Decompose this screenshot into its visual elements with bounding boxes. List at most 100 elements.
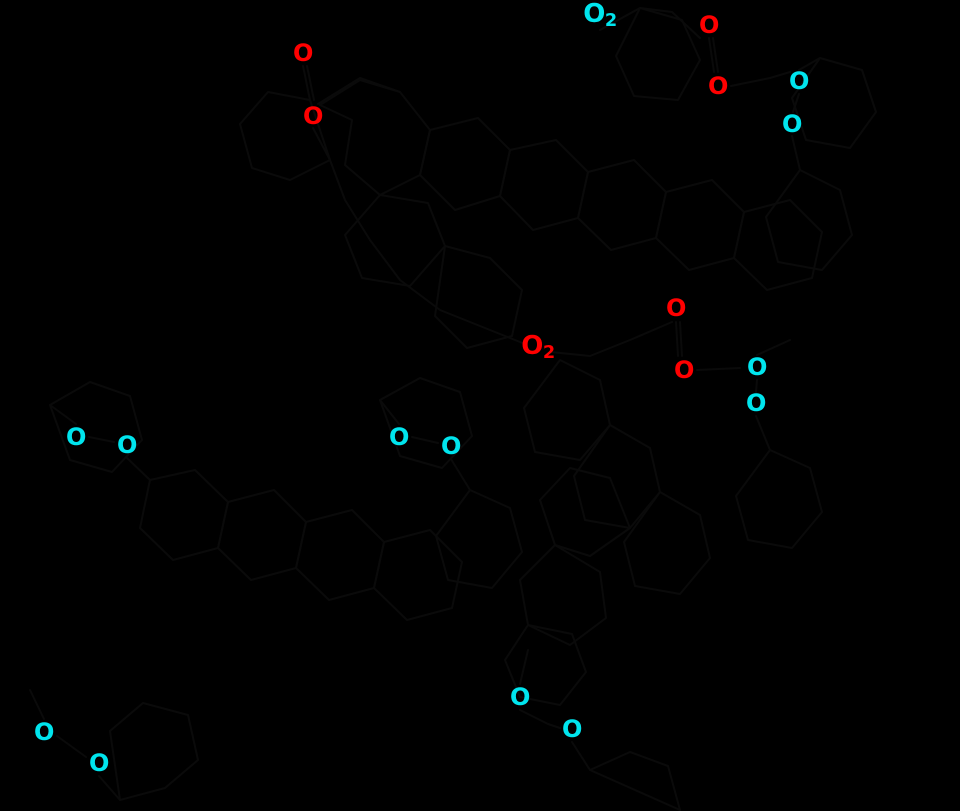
atom-symbol: O (699, 11, 719, 39)
bond-line (769, 71, 791, 79)
atom-symbol: O (747, 353, 767, 381)
ring-path (344, 194, 446, 287)
atom-symbol: O (789, 67, 809, 95)
ring-path (419, 117, 511, 211)
atom-label-oxygen: O (699, 13, 719, 37)
ring-path (523, 359, 611, 461)
ring-path (655, 179, 745, 271)
atom-symbol: O (708, 72, 728, 100)
atom-label-oxygen: O (782, 112, 802, 136)
bond-line (675, 321, 679, 357)
bond-line (571, 741, 591, 771)
bond-line (755, 415, 771, 451)
bond-line (671, 11, 701, 39)
atom-subscript: 2 (542, 343, 555, 364)
atom-symbol: O (303, 102, 323, 130)
bond-line (302, 65, 311, 101)
atom-symbol: O (389, 423, 409, 451)
bond-line (29, 689, 45, 720)
bond-line (359, 77, 401, 93)
bond-line (126, 457, 151, 481)
bond-line (696, 367, 741, 371)
ring-path (733, 199, 823, 291)
bond-group (29, 7, 821, 801)
atom-label-oxygen: O (708, 74, 728, 98)
ring-path (765, 169, 853, 271)
bond-line (679, 321, 683, 357)
atom-label-oxygen: O (89, 751, 109, 775)
bond-line (88, 436, 115, 443)
bond-line (519, 649, 529, 685)
bond-line (639, 7, 673, 13)
ring-path (735, 449, 823, 549)
atom-symbol: O (583, 0, 605, 30)
ring-path (435, 489, 523, 589)
atom-label-oxygen: O (389, 425, 409, 449)
bond-line (98, 775, 121, 801)
bond-line (489, 329, 526, 345)
ring-path (217, 489, 307, 581)
ring-path (577, 159, 667, 251)
bond-line (56, 735, 87, 758)
atom-symbol: O (782, 110, 802, 138)
bond-line (369, 239, 401, 281)
atom-symbol: O (34, 718, 54, 746)
ring-path (319, 79, 431, 196)
atom-label-oxygen: O (674, 358, 694, 382)
atom-label-oxygen: O (510, 685, 530, 709)
bond-line (411, 436, 439, 444)
bond-line (550, 351, 591, 357)
bond-line (312, 127, 331, 161)
atom-symbol: O (746, 389, 766, 417)
ring-path (589, 751, 681, 811)
ring-path (623, 491, 711, 595)
bond-line (49, 404, 77, 425)
ring-path (373, 529, 463, 621)
atom-label-oxygen: O (34, 720, 54, 744)
atom-label-oxygen: O (562, 717, 582, 741)
bond-line (519, 709, 549, 725)
ring-path (499, 139, 589, 231)
atom-label-oxygen: O (666, 296, 686, 320)
atom-symbol: O (510, 683, 530, 711)
bond-line (589, 339, 631, 357)
atom-label-oxygen: O (117, 433, 137, 457)
ring-path (519, 544, 607, 646)
atom-symbol: O (89, 749, 109, 777)
atom-label-oxygen: O2 (583, 0, 617, 31)
atom-label-oxygen: O (789, 69, 809, 93)
ring-path (109, 702, 199, 801)
bond-line (399, 279, 441, 311)
bond-line (730, 77, 771, 87)
bond-line (547, 723, 561, 729)
atom-symbol: O (66, 423, 86, 451)
atom-symbol: O (674, 356, 694, 384)
atom-label-oxygen: O2 (521, 331, 555, 364)
atom-symbol: O (521, 331, 543, 362)
bond-line (329, 159, 346, 201)
atom-symbol: O (441, 432, 461, 460)
atom-label-oxygen: O (746, 391, 766, 415)
atom-symbol: O (293, 39, 313, 67)
bond-line (317, 77, 361, 105)
atom-label-oxygen: O (303, 104, 323, 128)
atom-label-oxygen: O (441, 434, 461, 458)
bond-line (344, 199, 371, 241)
ring-path (434, 245, 523, 349)
ring-path (539, 467, 631, 557)
atom-label-oxygen: O (293, 41, 313, 65)
atom-label-oxygen: O (747, 355, 767, 379)
bond-line (379, 399, 400, 425)
ring-path (573, 424, 661, 529)
atom-symbol: O (117, 431, 137, 459)
bond-line (450, 458, 471, 491)
atom-symbol: O (666, 294, 686, 322)
ring-path (139, 469, 229, 561)
atom-label-oxygen: O (66, 425, 86, 449)
bond-line (708, 37, 715, 73)
bond-line (439, 309, 491, 331)
bond-line (629, 321, 673, 341)
bond-line (306, 65, 315, 101)
